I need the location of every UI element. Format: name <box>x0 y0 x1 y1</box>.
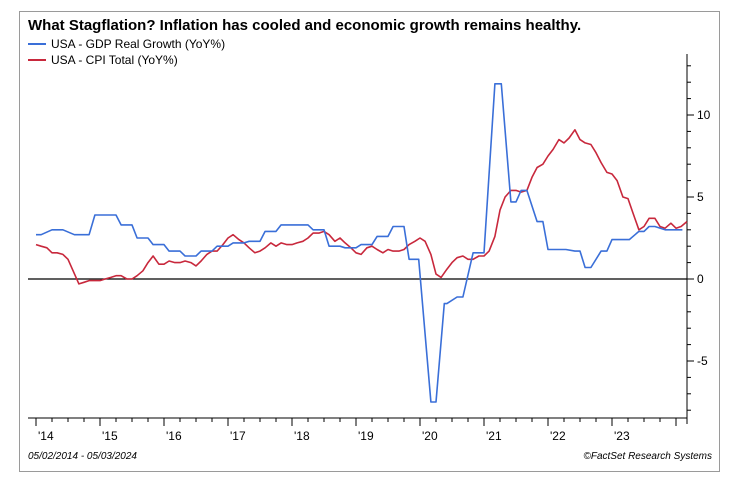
y-tick-label: -5 <box>697 354 708 368</box>
plot-area: 10 5 0 -5 '14 '15 '16 '17 '18 '19 '20 '21 '22 '23 <box>28 54 711 443</box>
x-tick-label: '20 <box>422 429 438 443</box>
legend-item-cpi: USA - CPI Total (YoY%) <box>28 52 225 68</box>
cpi-series-line <box>35 129 688 285</box>
x-tick-label: '14 <box>38 429 54 443</box>
source-credit: ©FactSet Research Systems <box>583 451 712 462</box>
x-tick-label: '18 <box>294 429 310 443</box>
legend-swatch-cpi <box>28 59 46 61</box>
legend-item-gdp: USA - GDP Real Growth (YoY%) <box>28 36 225 52</box>
legend-swatch-gdp <box>28 43 46 45</box>
x-tick-label: '17 <box>230 429 246 443</box>
legend-label-gdp: USA - GDP Real Growth (YoY%) <box>51 37 226 51</box>
legend-label-cpi: USA - CPI Total (YoY%) <box>51 53 178 67</box>
date-range: 05/02/2014 - 05/03/2024 <box>28 451 137 462</box>
chart-title: What Stagflation? Inflation has cooled a… <box>28 17 582 34</box>
x-tick-label: '16 <box>166 429 182 443</box>
gdp-series-line <box>36 83 683 403</box>
y-tick-label: 0 <box>697 272 704 286</box>
y-tick-label: 5 <box>697 190 704 204</box>
chart-legend: USA - GDP Real Growth (YoY%) USA - CPI T… <box>28 36 225 68</box>
y-tick-label: 10 <box>697 108 711 122</box>
chart-frame <box>19 11 720 472</box>
x-tick-label: '15 <box>102 429 118 443</box>
x-tick-label: '19 <box>358 429 374 443</box>
x-tick-label: '22 <box>550 429 566 443</box>
x-tick-label: '21 <box>486 429 502 443</box>
x-tick-label: '23 <box>614 429 630 443</box>
